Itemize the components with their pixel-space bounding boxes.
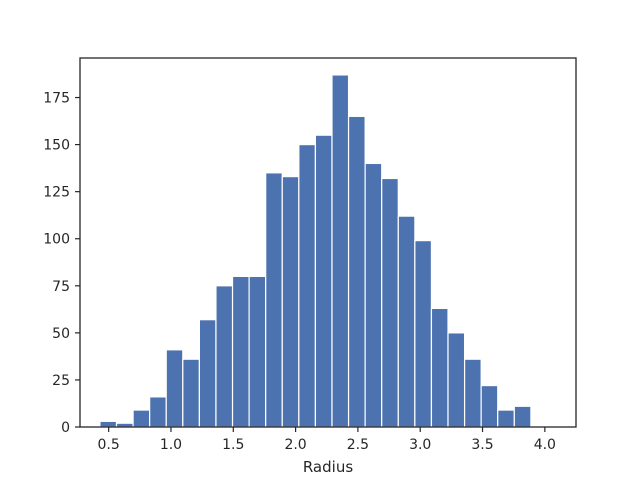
histogram-bars: [99, 74, 532, 428]
histogram-bar: [331, 74, 350, 428]
histogram-bar: [265, 172, 283, 428]
plot-frame: [79, 57, 577, 428]
histogram-bar: [99, 420, 118, 428]
y-tick-label: 0: [61, 420, 70, 436]
y-tick-label: 50: [52, 326, 70, 342]
y-tick-label: 150: [43, 138, 70, 154]
y-tick-label: 75: [52, 279, 70, 295]
x-tick-label: 0.5: [98, 437, 120, 453]
y-tick-label: 100: [43, 232, 70, 248]
histogram-bar: [497, 409, 515, 428]
y-tick-label: 175: [43, 91, 70, 107]
histogram-bar: [132, 409, 151, 428]
histogram-bar: [231, 275, 250, 428]
histogram-bar: [298, 144, 317, 428]
histogram-bar: [215, 285, 234, 428]
x-axis-ticks: 0.5 1.0 1.5 2.0 2.5 3.0 3.5 4.0: [98, 427, 556, 453]
histogram-bar: [182, 358, 200, 428]
histogram-bar: [381, 177, 399, 428]
x-tick-label: 2.0: [284, 437, 306, 453]
x-tick-label: 3.5: [471, 437, 493, 453]
histogram-bar: [430, 307, 449, 428]
histogram-bar: [414, 240, 433, 428]
x-axis-label: Radius: [303, 458, 353, 476]
x-tick-label: 1.5: [222, 437, 244, 453]
x-tick-label: 2.5: [347, 437, 369, 453]
x-tick-label: 4.0: [534, 437, 556, 453]
histogram-bar: [149, 396, 167, 428]
y-tick-label: 25: [52, 373, 70, 389]
histogram-bar: [397, 215, 416, 428]
y-axis-ticks: 0 25 50 75 100 125 150 175: [43, 91, 80, 436]
histogram-bar: [198, 319, 217, 428]
histogram-bar: [347, 115, 366, 428]
y-tick-label: 125: [43, 185, 70, 201]
histogram-bar: [513, 405, 532, 428]
histogram-bar: [314, 134, 333, 428]
histogram-bar: [480, 384, 499, 428]
x-tick-label: 3.0: [409, 437, 431, 453]
histogram-bar: [364, 162, 383, 428]
histogram-bar: [248, 275, 267, 428]
histogram-bar: [463, 358, 482, 428]
histogram-bar: [281, 176, 300, 428]
histogram-bar: [165, 349, 184, 428]
histogram-bar: [447, 332, 466, 428]
x-tick-label: 1.0: [160, 437, 182, 453]
